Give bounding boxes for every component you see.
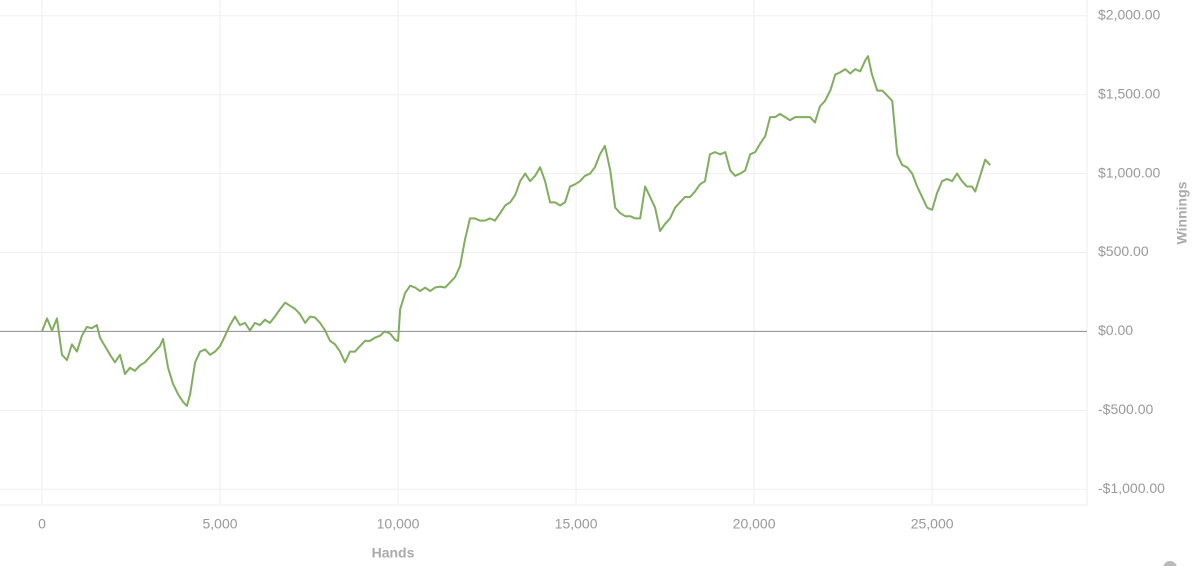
y-tick-label: $500.00: [1098, 243, 1149, 259]
x-tick-label: 20,000: [733, 516, 776, 532]
x-axis-title: Hands: [372, 545, 415, 561]
y-tick-label: $2,000.00: [1098, 6, 1160, 22]
x-tick-label: 0: [38, 516, 46, 532]
x-tick-label: 5,000: [203, 516, 238, 532]
x-tick-label: 25,000: [911, 516, 954, 532]
y-tick-label: $1,000.00: [1098, 164, 1160, 180]
y-tick-label: $1,500.00: [1098, 85, 1160, 101]
y-axis-title: Winnings: [1174, 181, 1190, 244]
y-tick-label: $0.00: [1098, 322, 1133, 338]
x-tick-label: 15,000: [555, 516, 598, 532]
x-tick-label: 10,000: [377, 516, 420, 532]
y-tick-label: -$500.00: [1098, 401, 1153, 417]
y-tick-label: -$1,000.00: [1098, 480, 1165, 496]
winnings-line: [41, 55, 991, 407]
help-icon[interactable]: [1163, 561, 1177, 566]
